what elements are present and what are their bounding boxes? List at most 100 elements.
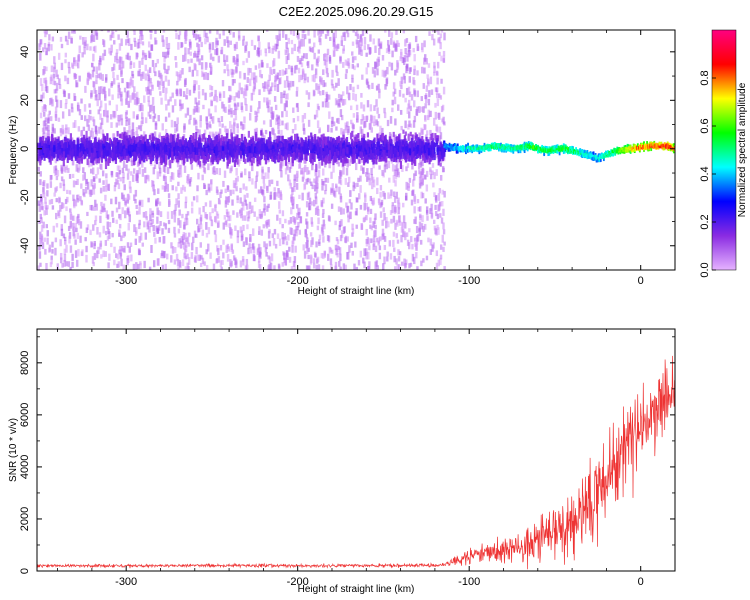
spectrogram-noise-mark <box>286 47 289 53</box>
spectrogram-noise-mark <box>167 99 170 106</box>
spectrogram-noise-mark <box>53 128 56 134</box>
spectrogram-noise-mark <box>99 72 102 80</box>
spectrogram-noise-mark <box>395 68 399 73</box>
spectrogram-noise-mark <box>390 38 393 45</box>
spectrogram-noise-mark <box>116 58 119 64</box>
spectrogram-noise-mark <box>50 74 53 82</box>
spectrogram-noise-mark <box>43 237 46 242</box>
spectrogram-noise-mark <box>360 118 363 125</box>
spectrogram-noise-mark <box>197 225 200 233</box>
spectrogram-band-mark <box>317 136 320 143</box>
spectrogram-noise-mark <box>368 47 372 55</box>
spectrogram-noise-mark <box>227 246 231 252</box>
spectrogram-band-mark <box>49 158 52 165</box>
spectrogram-noise-mark <box>134 238 137 246</box>
spectrogram-noise-mark <box>391 205 394 214</box>
spectrogram-noise-mark <box>68 190 72 195</box>
spectrogram-noise-mark <box>369 104 373 112</box>
spectrogram-noise-mark <box>108 231 111 240</box>
spectrogram-noise-mark <box>435 210 438 217</box>
spectrogram-noise-mark <box>296 107 300 113</box>
spectrogram-noise-mark <box>321 181 325 186</box>
spectrogram-noise-mark <box>442 50 446 56</box>
spectrogram-noise-mark <box>77 126 81 132</box>
spectrogram-noise-mark <box>274 43 277 52</box>
spectrogram-noise-mark <box>420 96 423 102</box>
spectrogram-noise-mark <box>221 123 224 128</box>
spectrogram-noise-mark <box>87 124 91 131</box>
spectrogram-noise-mark <box>351 78 354 83</box>
spectrogram-band-mark <box>232 142 236 152</box>
spectrogram-band-mark <box>311 158 314 166</box>
spectrogram-noise-mark <box>208 48 212 53</box>
spectrogram-noise-mark <box>205 265 209 270</box>
spectrogram-noise-mark <box>235 105 239 111</box>
spectrogram-noise-mark <box>82 174 85 181</box>
spectrogram-noise-mark <box>376 265 379 270</box>
spectrogram-noise-mark <box>288 256 292 263</box>
spectrogram-noise-mark <box>305 178 308 185</box>
spectrogram-noise-mark <box>427 109 431 118</box>
spectrogram-noise-mark <box>439 254 443 260</box>
spectrogram-noise-mark <box>92 116 95 122</box>
spectrogram-noise-mark <box>321 90 325 96</box>
spectrogram-noise-mark <box>340 94 343 101</box>
spectrogram-noise-mark <box>284 94 288 100</box>
spectrogram-noise-mark <box>336 159 339 165</box>
spectrogram-noise-mark <box>57 117 61 122</box>
spectrogram-noise-mark <box>303 78 306 84</box>
spectrogram-noise-mark <box>338 103 342 108</box>
spectrogram-band-mark <box>326 140 329 150</box>
spectrogram-noise-mark <box>149 220 152 225</box>
spectrogram-noise-mark <box>275 192 279 197</box>
spectrogram-noise-mark <box>128 82 131 89</box>
spectrogram-noise-mark <box>146 90 149 95</box>
spectrogram-noise-mark <box>98 126 101 134</box>
spectrogram-noise-mark <box>217 256 221 263</box>
spectrogram-noise-mark <box>404 39 407 47</box>
spectrogram-noise-mark <box>439 42 442 50</box>
spectrogram-noise-mark <box>45 224 49 229</box>
spectrogram-noise-mark <box>39 200 43 205</box>
spectrogram-noise-mark <box>222 252 225 259</box>
spectrogram-noise-mark <box>253 128 257 135</box>
spectrogram-noise-mark <box>195 218 199 225</box>
spectrogram-noise-mark <box>335 185 338 192</box>
spectrogram-noise-mark <box>71 30 74 34</box>
spectrogram-noise-mark <box>203 30 206 38</box>
spectrogram-noise-mark <box>394 134 397 142</box>
spectrogram-noise-mark <box>419 239 423 245</box>
spectrogram-noise-mark <box>398 220 402 226</box>
spectrogram-noise-mark <box>73 233 76 239</box>
spectrogram-noise-mark <box>240 173 243 178</box>
spectrogram-noise-mark <box>39 213 42 220</box>
spectrogram-noise-mark <box>150 245 153 253</box>
spectrogram-band-mark <box>397 150 400 156</box>
spectrogram-noise-mark <box>397 264 401 270</box>
spectrogram-noise-mark <box>399 81 402 87</box>
spectrogram-noise-mark <box>414 216 417 225</box>
spectrogram-noise-mark <box>322 80 325 88</box>
spectrogram-noise-mark <box>298 163 301 169</box>
spectrogram-noise-mark <box>82 126 86 132</box>
spectrogram-band-mark <box>339 150 342 157</box>
spectrogram-noise-mark <box>274 74 278 82</box>
spectrogram-noise-mark <box>40 233 43 241</box>
spectrogram-noise-mark <box>50 255 53 260</box>
spectrogram-noise-mark <box>72 122 75 128</box>
spectrogram-noise-mark <box>286 75 289 82</box>
spectrogram-band-mark <box>114 140 117 145</box>
spectrogram-band-mark <box>134 156 137 162</box>
spectrogram-noise-mark <box>137 125 141 130</box>
spectrogram-noise-mark <box>101 170 105 177</box>
spectrogram-noise-mark <box>45 66 48 72</box>
spectrogram-noise-mark <box>307 247 310 252</box>
spectrogram-noise-mark <box>175 71 179 77</box>
spectrogram-noise-mark <box>338 220 342 227</box>
spectrogram-noise-mark <box>443 241 446 246</box>
spectrogram-noise-mark <box>373 121 376 127</box>
spectrogram-noise-mark <box>293 43 297 52</box>
spectrogram-noise-mark <box>66 196 69 203</box>
spectrogram-noise-mark <box>338 186 341 195</box>
spectrogram-noise-mark <box>278 69 282 76</box>
